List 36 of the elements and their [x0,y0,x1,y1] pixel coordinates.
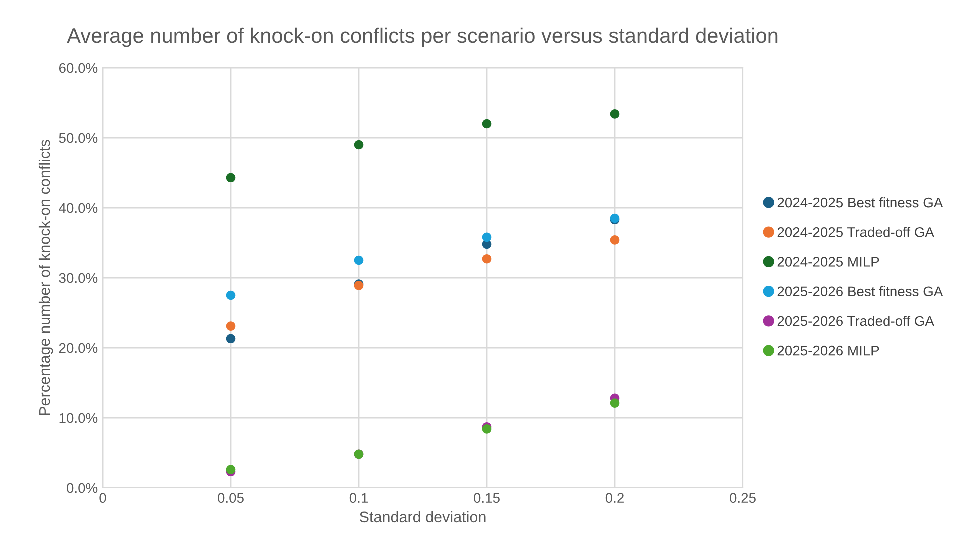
x-tick-label: 0.15 [474,493,500,504]
y-axis-title: Percentage number of knock-on conflicts [38,140,54,416]
point [226,322,236,331]
point [354,140,364,150]
y-tick-label: 0.0% [67,483,98,494]
point [482,119,492,129]
point [610,110,620,119]
point [226,465,236,474]
point [226,173,236,183]
x-tick-label: 0.05 [218,493,244,504]
legend-label: 2024-2025 Traded-off GA [778,227,934,238]
point [226,334,236,344]
chart-title: Average number of knock-on conflicts per scenario versus standard deviation [67,28,778,48]
y-tick-label: 40.0% [59,203,98,214]
y-tick-label: 60.0% [59,63,98,74]
point [482,232,492,242]
point [482,254,492,264]
x-tick-label: 0 [100,493,106,504]
x-axis-title: Standard deviation [360,511,486,523]
legend-label: 2024-2025 MILP [778,257,880,267]
legend-label: 2025-2026 Best fitness GA [778,286,944,297]
y-tick-label: 20.0% [59,343,98,354]
x-tick-label: 0.1 [350,493,368,504]
x-tick-label: 0.2 [606,493,624,504]
legend-label: 2025-2026 Traded-off GA [778,316,934,326]
point [610,236,620,245]
point [482,424,492,434]
x-tick-label: 0.25 [730,493,756,504]
legend-label: 2025-2026 MILP [778,346,880,356]
y-tick-label: 10.0% [60,413,98,424]
legend-label: 2024-2025 Best fitness GA [778,197,944,208]
point [354,256,364,266]
point [226,290,236,300]
point [610,398,620,408]
y-tick-label: 50.0% [59,133,98,144]
y-tick-label: 30.0% [59,273,98,284]
